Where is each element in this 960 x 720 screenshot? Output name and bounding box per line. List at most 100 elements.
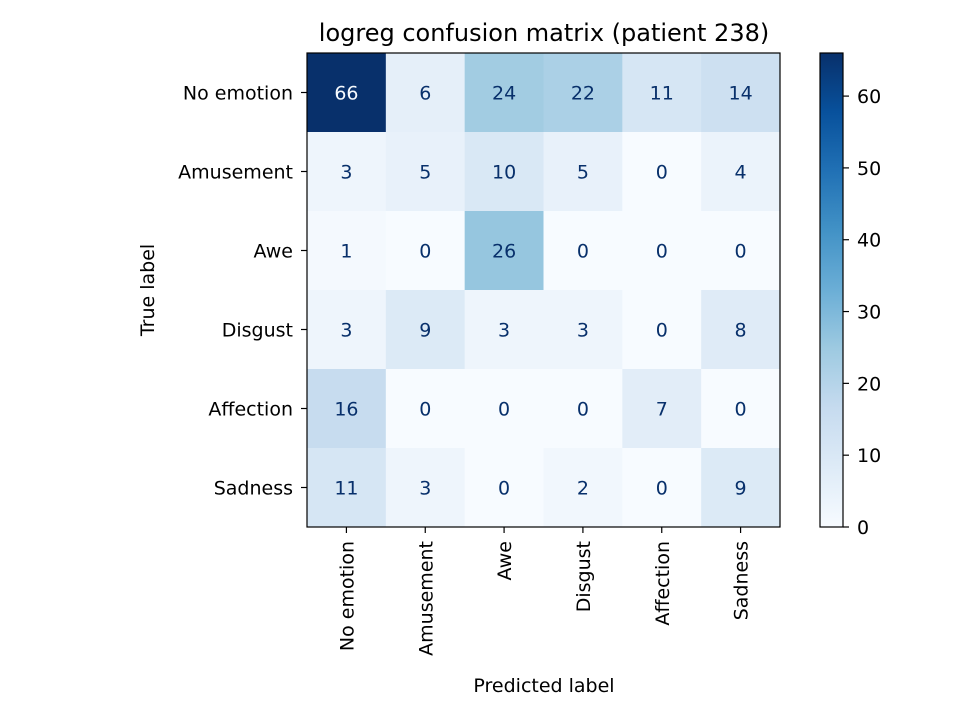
cell-value-label: 26 [492,241,516,263]
x-tick-label: Amusement [415,541,437,656]
cell-value-label: 0 [656,162,668,184]
heatmap-cell [385,132,466,212]
y-tick-label: Awe [254,241,293,263]
cell-value-label: 0 [419,241,431,263]
cell-value-label: 0 [735,241,747,263]
heatmap-cell [543,448,623,528]
heatmap-cell [307,448,387,528]
y-axis-ticks: No emotion Amusement Awe Disgust Affection Sa… [178,83,307,500]
cell-value-label: 3 [340,162,352,184]
heatmap-cell [622,211,702,291]
heatmap-cell [464,290,544,370]
heatmap-cell-labels: 66 6 24 22 11 143 5 10 5 0 41 0 26 0 0 03 9 3 3 0 816 0 0 0 7 011… [334,83,752,500]
heatmap-cell [543,132,623,212]
heatmap-cell [464,53,544,133]
y-tick-label: Disgust [222,320,293,342]
cell-value-label: 0 [498,399,510,421]
cell-value-label: 24 [492,83,516,105]
cell-value-label: 0 [577,241,589,263]
heatmap-cell [307,53,387,133]
heatmap-cell [385,448,466,528]
y-tick-label: Affection [208,399,293,421]
cell-value-label: 5 [419,162,431,184]
cell-value-label: 5 [577,162,589,184]
heatmap-cell [622,290,702,370]
heatmap-cell [543,211,623,291]
cell-value-label: 0 [735,399,747,421]
y-tick-label: Sadness [214,478,293,500]
colorbar-tick-label: 40 [857,230,881,252]
x-tick-label: Affection [652,541,674,626]
heatmap-cell [543,369,623,449]
cell-value-label: 1 [340,241,352,263]
cell-value-label: 11 [334,478,358,500]
heatmap-cell [307,211,387,291]
heatmap-cell [464,132,544,212]
cell-value-label: 7 [656,399,668,421]
cell-value-label: 0 [498,478,510,500]
cell-value-label: 3 [498,320,510,342]
colorbar-tick-label: 20 [857,373,881,395]
cell-value-label: 22 [571,83,595,105]
colorbar-tick-label: 60 [857,86,881,108]
cell-value-label: 14 [728,83,752,105]
heatmap-cell [385,369,466,449]
cell-value-label: 4 [735,162,747,184]
cell-value-label: 2 [577,478,589,500]
cell-value-label: 0 [656,241,668,263]
cell-value-label: 11 [650,83,674,105]
heatmap-cell [464,369,544,449]
colorbar-tick-label: 10 [857,445,881,467]
cell-value-label: 3 [419,478,431,500]
colorbar-tick-label: 50 [857,158,881,180]
plot-frame [306,52,781,528]
heatmap-cell [701,290,781,370]
cell-value-label: 3 [340,320,352,342]
cell-value-label: 9 [735,478,747,500]
cell-value-label: 66 [334,83,358,105]
chart-title: logreg confusion matrix (patient 238) [319,19,769,47]
heatmap-cell [543,290,623,370]
heatmap-cell [307,369,387,449]
y-axis-label: True label [137,244,159,337]
x-axis-label: Predicted label [473,675,614,697]
cell-value-label: 0 [656,478,668,500]
colorbar-tick-label: 30 [857,302,881,324]
x-tick-label: No emotion [336,541,358,651]
cell-value-label: 6 [419,83,431,105]
cell-value-label: 0 [656,320,668,342]
y-tick-label: Amusement [178,162,293,184]
colorbar-tick-label: 0 [857,517,869,539]
heatmap-cell [622,448,702,528]
y-tick-label: No emotion [183,83,293,105]
heatmap-cell [622,132,702,212]
heatmap-cell [307,132,387,212]
cell-value-label: 0 [577,399,589,421]
heatmap-cells [307,53,781,528]
heatmap-cell [701,369,781,449]
heatmap-cell [464,211,544,291]
cell-value-label: 8 [735,320,747,342]
heatmap-cell [622,53,702,133]
colorbar-ticks: 0 10 20 30 40 50 60 [843,86,881,539]
heatmap-cell [464,448,544,528]
x-tick-label: Disgust [573,541,595,612]
cell-value-label: 10 [492,162,516,184]
heatmap-cell [543,53,623,133]
heatmap-cell [701,211,781,291]
colorbar [819,52,844,528]
heatmap-cell [622,369,702,449]
heatmap-cell [701,448,781,528]
cell-value-label: 3 [577,320,589,342]
cell-value-label: 0 [419,399,431,421]
heatmap-cell [385,211,466,291]
x-tick-label: Sadness [731,541,753,620]
heatmap-cell [385,290,466,370]
heatmap-cell [307,290,387,370]
x-tick-label: Awe [494,541,516,580]
heatmap-cell [385,53,466,133]
heatmap-cell [701,132,781,212]
x-axis-ticks: No emotion Amusement Awe Disgust Affection Sa… [336,527,753,656]
cell-value-label: 16 [334,399,358,421]
